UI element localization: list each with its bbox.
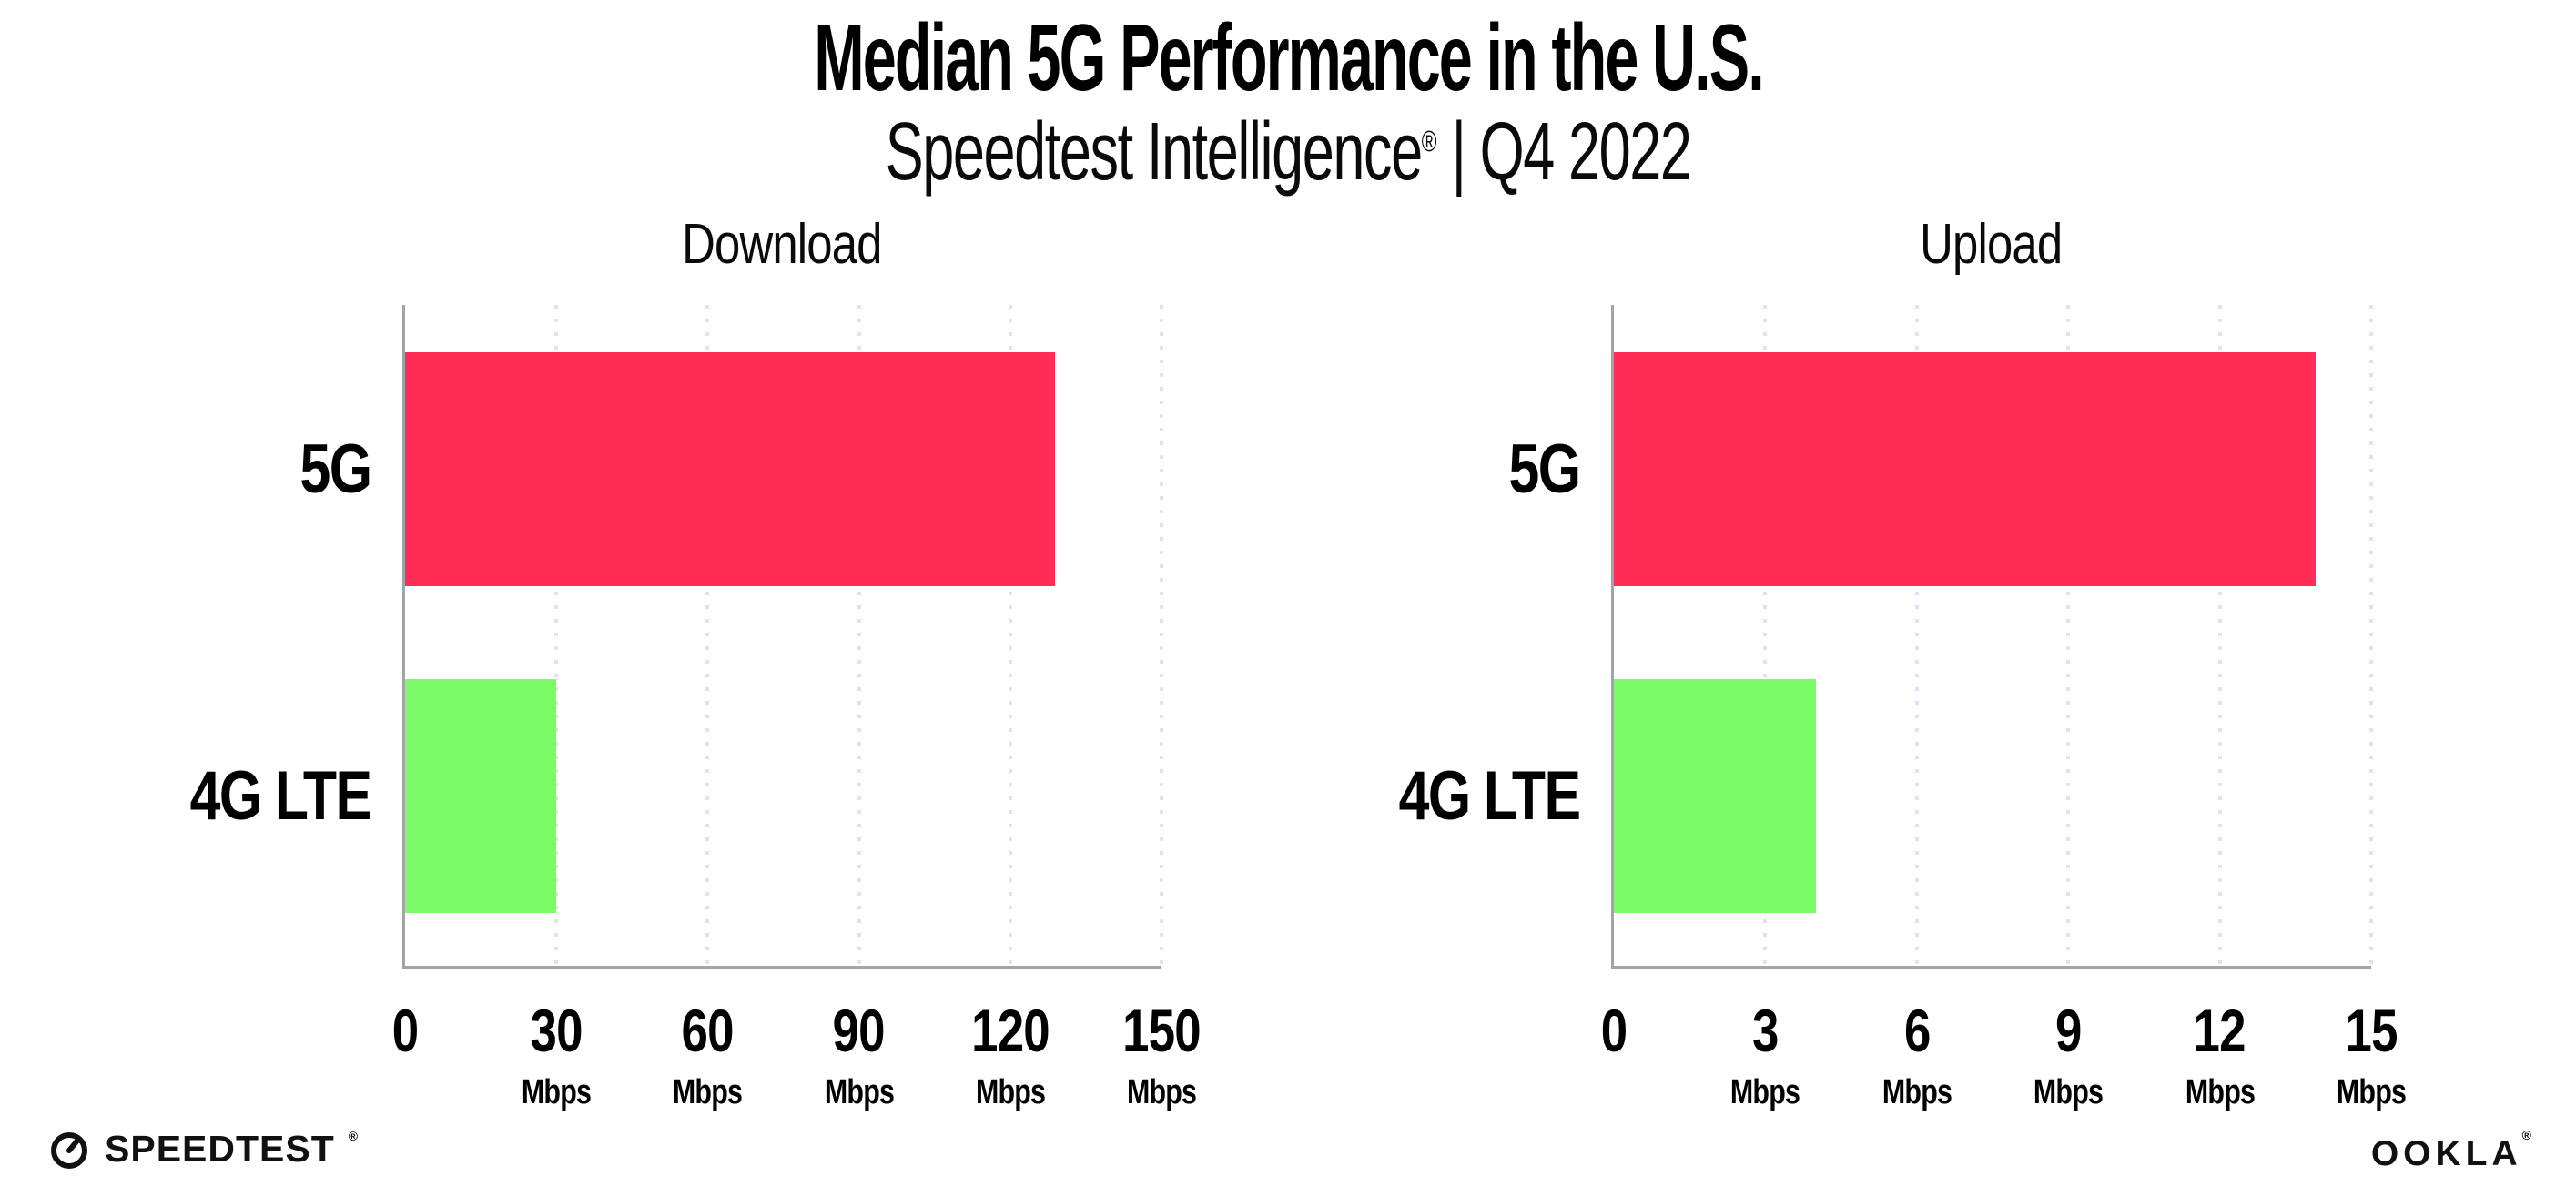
ookla-wordmark: OOKLA xyxy=(2370,1134,2522,1173)
x-tick-60: 60 Mbps xyxy=(673,997,743,1111)
x-tick-120: 120 Mbps xyxy=(970,997,1050,1111)
page-title: Median 5G Performance in the U.S. xyxy=(0,11,2576,106)
registered-trademark-mark: ® xyxy=(348,1129,359,1143)
gridline xyxy=(1763,305,1768,966)
x-tick-0: 0 xyxy=(1600,997,1628,1064)
header: Median 5G Performance in the U.S. Speedt… xyxy=(0,0,2576,193)
gridline xyxy=(554,305,559,966)
upload-5g-bar xyxy=(1614,352,2316,586)
upload-4g-lte-bar xyxy=(1614,679,1816,913)
x-tick-30: 30 Mbps xyxy=(522,997,592,1111)
speedtest-wordmark: SPEEDTEST xyxy=(105,1127,335,1170)
upload-chart-title: Upload xyxy=(1920,213,2063,276)
download-4g-lte-bar xyxy=(405,679,557,913)
category-label-5g: 5G xyxy=(299,431,372,508)
page-subtitle: Speedtest Intelligence® | Q4 2022 xyxy=(0,111,2576,193)
subtitle-period: | Q4 2022 xyxy=(1436,107,1691,198)
gridline xyxy=(1160,305,1163,966)
x-tick-3: 3 Mbps xyxy=(1730,997,1800,1111)
unit-label: Mbps xyxy=(2185,1073,2256,1111)
unit-label: Mbps xyxy=(522,1073,592,1111)
unit-label: Mbps xyxy=(1126,1073,1197,1111)
download-plot-area: 5G 4G LTE 0 30 Mbps 60 Mbps 90 Mbps 120 … xyxy=(189,305,1202,1110)
gridline xyxy=(2369,305,2373,966)
x-tick-150: 150 Mbps xyxy=(1122,997,1202,1111)
gridline xyxy=(1008,305,1012,966)
x-tick-15: 15 Mbps xyxy=(2336,997,2407,1111)
upload-plot-area: 5G 4G LTE 0 3 Mbps 6 Mbps 9 Mbps 12 Mbps xyxy=(1398,305,2407,1110)
download-5g-bar xyxy=(405,352,1055,586)
unit-label: Mbps xyxy=(1730,1073,1800,1111)
subtitle-brand: Speedtest Intelligence xyxy=(885,107,1424,198)
download-chart: Download 5G 4G LTE 0 30 Mbps 60 Mbps xyxy=(189,213,1202,1111)
unit-label: Mbps xyxy=(824,1073,895,1111)
x-tick-6: 6 Mbps xyxy=(1881,997,1952,1111)
x-tick-90: 90 Mbps xyxy=(824,997,895,1111)
unit-label: Mbps xyxy=(2336,1073,2407,1111)
unit-label: Mbps xyxy=(1881,1073,1952,1111)
unit-label: Mbps xyxy=(975,1073,1046,1111)
speedtest-gauge-icon xyxy=(51,1132,87,1169)
upload-chart: Upload 5G 4G LTE 0 3 Mbps 6 Mbps 9 xyxy=(1398,213,2407,1111)
category-label-4g-lte: 4G LTE xyxy=(189,757,371,835)
registered-trademark-mark: ® xyxy=(1421,125,1437,157)
category-label-4g-lte: 4G LTE xyxy=(1398,757,1580,835)
gridline xyxy=(2217,305,2222,966)
download-chart-title: Download xyxy=(682,213,882,276)
gridline xyxy=(1914,305,1919,966)
registered-trademark-mark: ® xyxy=(2521,1128,2536,1142)
speedtest-logo: SPEEDTEST ® xyxy=(47,1127,358,1171)
x-tick-12: 12 Mbps xyxy=(2185,997,2256,1111)
x-tick-9: 9 Mbps xyxy=(2033,997,2104,1111)
unit-label: Mbps xyxy=(673,1073,743,1111)
ookla-logo: OOKLA® xyxy=(2370,1128,2536,1174)
page-title-text: Median 5G Performance in the U.S. xyxy=(813,5,1764,111)
x-tick-0: 0 xyxy=(391,997,419,1064)
category-label-5g: 5G xyxy=(1508,431,1581,508)
gridline xyxy=(2066,305,2071,966)
unit-label: Mbps xyxy=(2033,1073,2104,1111)
gridline xyxy=(857,305,861,966)
gridline xyxy=(705,305,710,966)
